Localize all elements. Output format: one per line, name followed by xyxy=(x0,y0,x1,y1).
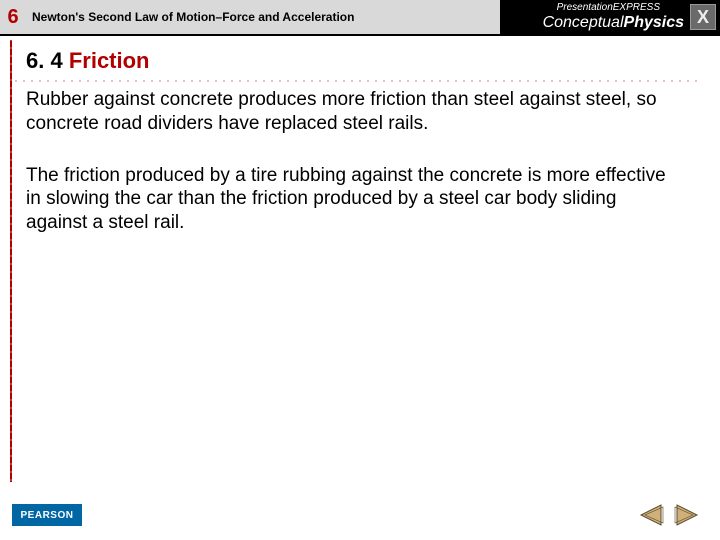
section-number: 6. 4 xyxy=(26,48,63,73)
publisher-label: PEARSON xyxy=(21,510,74,521)
section-name: Friction xyxy=(69,48,150,73)
body-paragraph-1: Rubber against concrete produces more fr… xyxy=(26,88,666,136)
brand-box: PresentationEXPRESS ConceptualPhysics X xyxy=(500,0,720,36)
header-bar: 6 Newton's Second Law of Motion–Force an… xyxy=(0,0,720,36)
brand-physics: Physics xyxy=(624,14,684,31)
footer: PEARSON xyxy=(0,496,720,540)
chapter-title-box: Newton's Second Law of Motion–Force and … xyxy=(26,0,500,36)
close-icon: X xyxy=(697,7,709,28)
publisher-logo: PEARSON xyxy=(12,504,82,526)
prev-button[interactable] xyxy=(636,502,666,528)
arrow-left-icon xyxy=(637,503,665,527)
chapter-number: 6 xyxy=(7,6,18,29)
brand-conceptual: Conceptual xyxy=(543,14,624,31)
brand-express-label: PresentationEXPRESS xyxy=(557,2,660,13)
close-button[interactable]: X xyxy=(690,4,716,30)
brand-main-label: ConceptualPhysics xyxy=(543,14,684,32)
chapter-number-box: 6 xyxy=(0,0,26,36)
body-paragraph-2: The friction produced by a tire rubbing … xyxy=(26,164,666,235)
next-button[interactable] xyxy=(672,502,702,528)
dotted-border-left xyxy=(10,40,12,482)
chapter-title: Newton's Second Law of Motion–Force and … xyxy=(32,10,354,24)
arrow-right-icon xyxy=(673,503,701,527)
nav-arrows xyxy=(636,502,702,528)
slide-content: 6. 4 Friction Rubber against concrete pr… xyxy=(26,48,702,480)
section-title: 6. 4 Friction xyxy=(26,48,702,74)
